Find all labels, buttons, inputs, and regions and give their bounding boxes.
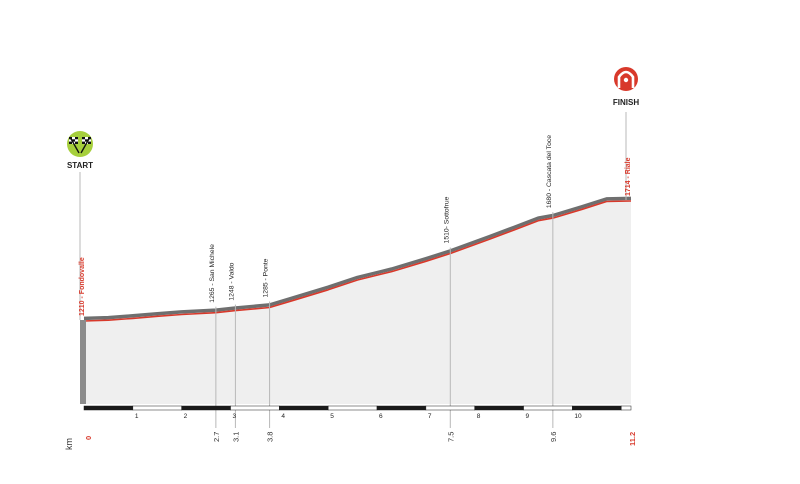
axis-unit-label: km xyxy=(64,438,74,450)
waypoint-label: 1265 - San Michele xyxy=(209,244,216,303)
distance-bar-segment xyxy=(83,405,134,411)
distance-bar-segment xyxy=(572,405,622,411)
distance-bar-segment xyxy=(474,405,524,411)
elevation-profile-fill xyxy=(84,201,631,404)
distance-bar-segment xyxy=(132,405,182,411)
waypoint-label: 1510- Sottofrue xyxy=(443,196,450,243)
distance-bar-segment xyxy=(327,405,378,411)
waypoint-km-label: 7.5 xyxy=(446,432,455,442)
km-tick-label: 8 xyxy=(477,413,481,420)
waypoint-label: 1680 - Cascata del Toce xyxy=(546,135,553,208)
finish-km-label: 11.2 xyxy=(628,432,637,446)
km-tick-label: 10 xyxy=(574,413,582,420)
km-tick-label: 6 xyxy=(379,413,383,420)
km-tick-label: 9 xyxy=(526,413,530,420)
distance-bar-segment xyxy=(523,405,573,411)
distance-scale-bar xyxy=(83,405,632,411)
distance-bar-segment xyxy=(230,405,280,411)
km-tick-label: 2 xyxy=(184,413,188,420)
finish-waypoint-label: 1714 - Riale xyxy=(625,157,632,196)
km-tick-label: 5 xyxy=(330,413,334,420)
finish-arch-icon xyxy=(617,70,635,88)
distance-bar-segment xyxy=(279,405,329,411)
km-tick-label: 1 xyxy=(135,413,139,420)
waypoint-km-label: 2.7 xyxy=(212,432,221,442)
start-km-label: 0 xyxy=(84,436,93,440)
distance-bar-segment xyxy=(425,405,475,411)
profile-start-wall xyxy=(80,320,86,404)
elevation-profile-edge xyxy=(83,196,632,321)
km-tick-labels: 1 2 3 4 5 6 7 8 9 10 xyxy=(135,413,582,420)
km-tick-label: 4 xyxy=(281,413,285,420)
waypoint-label: 1248 - Valdo xyxy=(228,262,235,300)
waypoint-km-label: 3.8 xyxy=(266,432,275,442)
distance-bar-segment xyxy=(376,405,427,411)
start-waypoint-label: 1210 - Fondovalle xyxy=(79,257,86,316)
checkered-flags-icon xyxy=(69,136,91,154)
km-tick-label: 7 xyxy=(428,413,432,420)
start-badge xyxy=(67,131,93,157)
distance-bar-segment xyxy=(620,405,632,411)
km-tick-label: 3 xyxy=(233,413,237,420)
waypoint-km-label: 9.6 xyxy=(549,432,558,442)
start-label: START xyxy=(67,161,93,170)
finish-badge xyxy=(614,67,638,91)
finish-label: FINISH xyxy=(613,98,639,107)
waypoint-label: 1285 - Ponte xyxy=(263,258,270,297)
waypoint-km-label: 3.1 xyxy=(231,432,240,442)
waypoint-km-labels: 2.7 3.1 3.8 7.5 9.6 xyxy=(212,432,558,442)
elevation-profile-route-line xyxy=(83,200,632,322)
distance-bar-segment xyxy=(181,405,231,411)
